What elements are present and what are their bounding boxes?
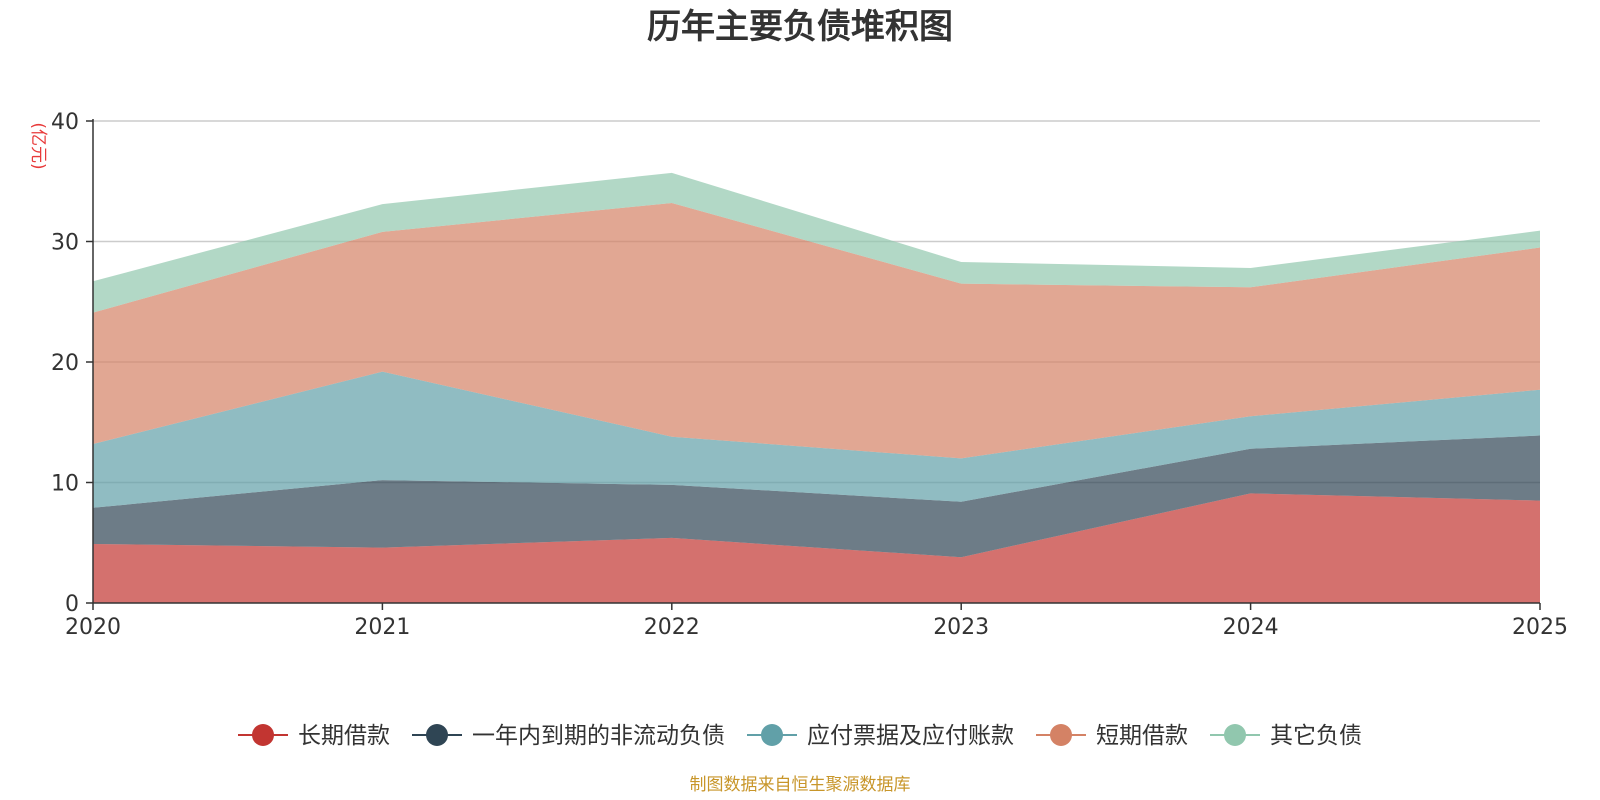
legend-marker xyxy=(1224,724,1246,746)
area-series-5 xyxy=(93,172,1540,313)
x-tick-label: 2020 xyxy=(65,615,121,640)
y-tick-label: 10 xyxy=(51,472,79,497)
legend-label: 短期借款 xyxy=(1096,723,1188,749)
y-tick-label: 40 xyxy=(51,110,79,135)
x-tick-label: 2025 xyxy=(1512,615,1568,640)
legend-item-5: 其它负债 xyxy=(1210,723,1362,749)
area-series-1 xyxy=(93,493,1540,603)
y-axis-unit-label: (亿元) xyxy=(28,122,48,169)
legend-items: 长期借款 一年内到期的非流动负债 应付票据及应付账款 短期借款 其它负债 xyxy=(238,723,1362,749)
x-tick-label: 2021 xyxy=(354,615,410,640)
axes: 0 10 20 30 40 2020 2021 2022 2023 2024 2025 xyxy=(51,110,1568,640)
area-series-group xyxy=(93,172,1540,603)
legend: 长期借款 一年内到期的非流动负债 应付票据及应付账款 短期借款 其它负债 xyxy=(238,723,1362,749)
legend-label: 一年内到期的非流动负债 xyxy=(472,723,725,749)
source-note: 制图数据来自恒生聚源数据库 xyxy=(690,775,911,795)
legend-marker xyxy=(761,724,783,746)
legend-marker xyxy=(252,724,274,746)
x-tick-label: 2022 xyxy=(644,615,700,640)
legend-item-2: 一年内到期的非流动负债 xyxy=(412,723,725,749)
legend-label: 其它负债 xyxy=(1270,723,1362,749)
x-tick-label: 2024 xyxy=(1223,615,1279,640)
area-series-4 xyxy=(93,202,1540,459)
legend-item-1: 长期借款 xyxy=(238,723,390,749)
legend-label: 应付票据及应付账款 xyxy=(807,723,1014,749)
x-tick-label: 2023 xyxy=(933,615,989,640)
chart-title: 历年主要负债堆积图 xyxy=(647,7,953,47)
legend-item-4: 短期借款 xyxy=(1036,723,1188,749)
y-tick-label: 30 xyxy=(51,231,79,256)
y-tick-label: 0 xyxy=(65,592,79,617)
area-series-2 xyxy=(93,435,1540,558)
legend-item-3: 应付票据及应付账款 xyxy=(747,723,1014,749)
legend-marker xyxy=(426,724,448,746)
y-tick-label: 20 xyxy=(51,351,79,376)
legend-label: 长期借款 xyxy=(298,723,390,749)
legend-marker xyxy=(1050,724,1072,746)
area-series-3 xyxy=(93,371,1540,508)
